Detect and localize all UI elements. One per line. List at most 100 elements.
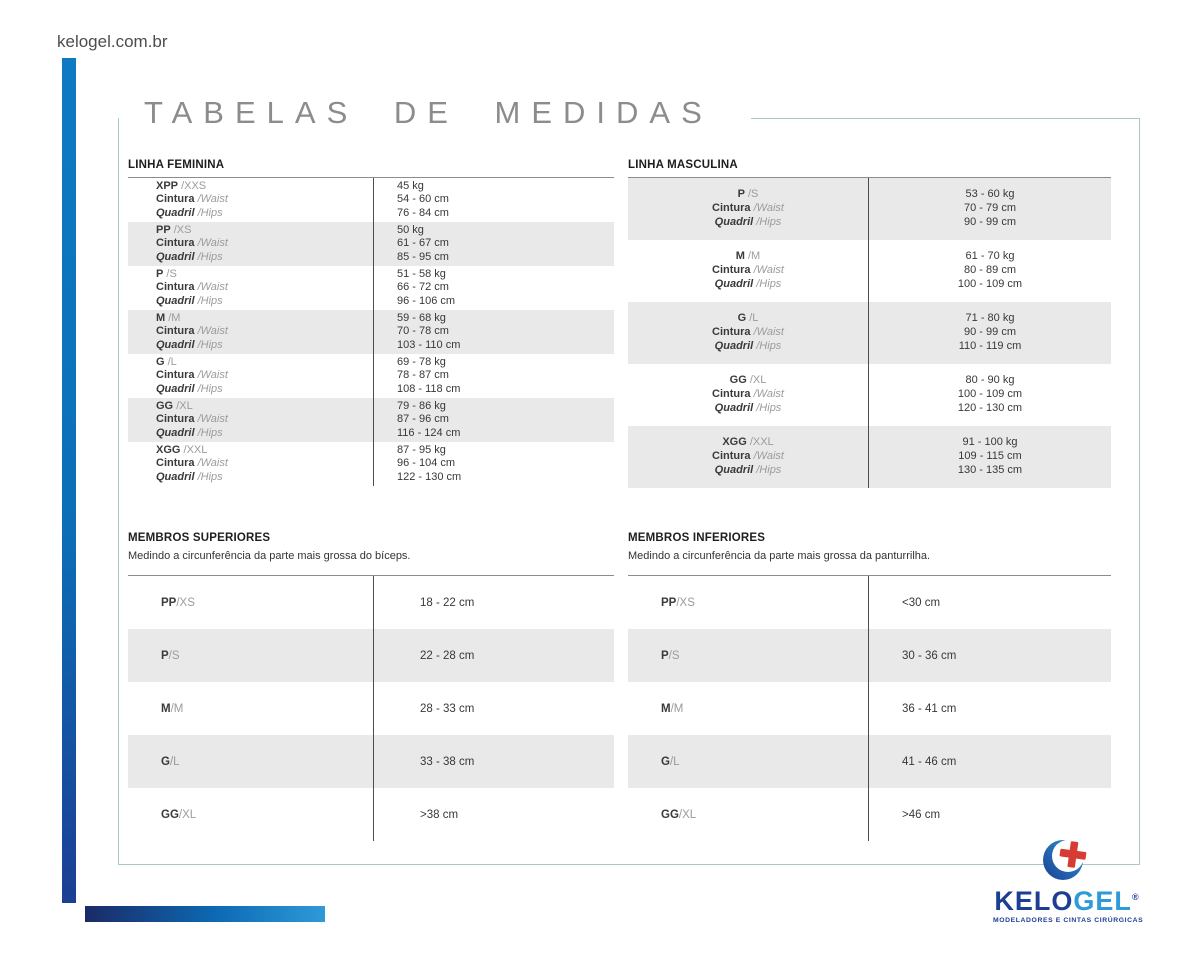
measure-value-cell: 33 - 38 cm xyxy=(373,735,614,788)
hips-label-en: /Hips xyxy=(756,215,782,228)
waist-label-pt: Cintura xyxy=(156,193,195,206)
measure-value-cell: 28 - 33 cm xyxy=(373,682,614,735)
size-value-cell: 53 - 60 kg 70 - 79 cm 90 - 99 cm xyxy=(868,178,1111,240)
hips-label: Quadril /Hips xyxy=(628,340,868,354)
content-frame: TABELAS DE MEDIDAS LINHA FEMININA XPP /X… xyxy=(118,92,1140,865)
measure-size-cell: G /L xyxy=(128,735,373,788)
waist-label-en: /Waist xyxy=(753,264,784,277)
brand-part1: KELO xyxy=(994,886,1074,916)
measure-row: M /M 28 - 33 cm xyxy=(128,682,614,735)
waist-label-en: /Waist xyxy=(753,202,784,215)
brand-wordmark: KELOGEL® xyxy=(993,884,1141,916)
waist-label-en: /Waist xyxy=(753,388,784,401)
waist-label: Cintura /Waist xyxy=(628,450,868,464)
membros-inferiores-table: MEMBROS INFERIORES Medindo a circunferên… xyxy=(628,532,1111,841)
size-label-cell: GG /XL Cintura /Waist Quadril /Hips xyxy=(628,364,868,426)
hips-label-en: /Hips xyxy=(756,339,782,352)
waist-label: Cintura /Waist xyxy=(156,281,373,295)
size-code-pt: XGG xyxy=(722,436,747,449)
size-code-en: /L xyxy=(169,755,180,768)
waist-label-en: /Waist xyxy=(197,193,228,206)
size-label-cell: PP /XS Cintura /Waist Quadril /Hips xyxy=(128,222,373,266)
waist-label-pt: Cintura xyxy=(156,325,195,338)
size-code: XGG /XXL xyxy=(156,444,373,458)
waist-value: 54 - 60 cm xyxy=(397,193,449,206)
left-accent-bar xyxy=(62,58,76,903)
measure-size-cell: P /S xyxy=(628,629,868,682)
hips-label-en: /Hips xyxy=(197,426,223,439)
size-code: M /M xyxy=(156,312,373,326)
size-value-cell: 91 - 100 kg 109 - 115 cm 130 - 135 cm xyxy=(868,426,1111,488)
size-row: G /L Cintura /Waist Quadril /Hips 69 - 78 k… xyxy=(128,354,614,398)
waist-label: Cintura /Waist xyxy=(156,369,373,383)
measure-size-cell: P /S xyxy=(128,629,373,682)
size-row: GG /XL Cintura /Waist Quadril /Hips 79 - 86… xyxy=(128,398,614,442)
size-code-en: /S xyxy=(668,649,680,662)
size-code-en: /S xyxy=(168,649,180,662)
size-code-en: /L xyxy=(749,312,759,325)
hips-value: 116 - 124 cm xyxy=(397,426,461,439)
measure-size-cell: PP /XS xyxy=(128,576,373,629)
hips-label-en: /Hips xyxy=(197,294,223,307)
waist-value: 87 - 96 cm xyxy=(397,413,449,426)
weight-value: 91 - 100 kg xyxy=(962,436,1018,449)
size-row: XGG /XXL Cintura /Waist Quadril /Hips 91 - … xyxy=(628,426,1111,488)
waist-label-pt: Cintura xyxy=(156,457,195,470)
size-value-cell: 80 - 90 kg 100 - 109 cm 120 - 130 cm xyxy=(868,364,1111,426)
size-code-pt: M xyxy=(156,311,166,324)
size-label-cell: GG /XL Cintura /Waist Quadril /Hips xyxy=(128,398,373,442)
waist-label-pt: Cintura xyxy=(712,450,751,463)
size-row: PP /XS Cintura /Waist Quadril /Hips 50 kg 61… xyxy=(128,222,614,266)
hips-label-en: /Hips xyxy=(197,338,223,351)
site-url: kelogel.com.br xyxy=(57,32,168,51)
measure-size-cell: M /M xyxy=(128,682,373,735)
measure-size-cell: M /M xyxy=(628,682,868,735)
size-code-en: /XS xyxy=(173,223,192,236)
size-value-cell: 59 - 68 kg 70 - 78 cm 103 - 110 cm xyxy=(373,310,614,354)
size-code-pt: PP xyxy=(156,223,171,236)
waist-label-pt: Cintura xyxy=(712,326,751,339)
hips-label: Quadril /Hips xyxy=(156,471,373,485)
waist-value: 61 - 67 cm xyxy=(397,237,449,250)
hips-value: 122 - 130 cm xyxy=(397,470,462,483)
size-label-cell: M /M Cintura /Waist Quadril /Hips xyxy=(628,240,868,302)
size-label-cell: XGG /XXL Cintura /Waist Quadril /Hips xyxy=(128,442,373,486)
size-code-pt: P xyxy=(661,649,669,662)
linha-feminina-rows: XPP /XXS Cintura /Waist Quadril /Hips 45 kg… xyxy=(128,177,614,486)
size-code-pt: G xyxy=(661,755,670,768)
waist-value: 70 - 78 cm xyxy=(397,325,449,338)
size-value-cell: 51 - 58 kg 66 - 72 cm 96 - 106 cm xyxy=(373,266,614,310)
size-label-cell: G /L Cintura /Waist Quadril /Hips xyxy=(628,302,868,364)
weight-value: 87 - 95 kg xyxy=(397,443,446,456)
measure-value-cell: 36 - 41 cm xyxy=(868,682,1111,735)
size-value-cell: 79 - 86 kg 87 - 96 cm 116 - 124 cm xyxy=(373,398,614,442)
linha-masculina-heading: LINHA MASCULINA xyxy=(628,159,738,171)
size-code-en: /XL xyxy=(749,374,767,387)
size-code-en: /XXL xyxy=(183,443,208,456)
size-code-pt: M xyxy=(661,702,671,715)
waist-value: 70 - 79 cm xyxy=(964,202,1016,215)
hips-label-pt: Quadril xyxy=(156,338,195,351)
weight-value: 50 kg xyxy=(397,223,424,236)
hips-label: Quadril /Hips xyxy=(156,339,373,353)
size-code-en: /XL xyxy=(178,808,197,821)
size-code: XPP /XXS xyxy=(156,180,373,194)
hips-label-en: /Hips xyxy=(756,401,782,414)
hips-label: Quadril /Hips xyxy=(628,278,868,292)
size-code-en: /M xyxy=(748,250,761,263)
hips-value: 90 - 99 cm xyxy=(964,215,1016,228)
waist-value: 90 - 99 cm xyxy=(964,326,1016,339)
size-row: M /M Cintura /Waist Quadril /Hips 59 - 68 k… xyxy=(128,310,614,354)
waist-label-en: /Waist xyxy=(753,450,784,463)
waist-label-en: /Waist xyxy=(197,325,228,338)
measure-value-cell: 22 - 28 cm xyxy=(373,629,614,682)
size-code-pt: PP xyxy=(161,596,177,609)
weight-value: 71 - 80 kg xyxy=(965,312,1015,325)
size-label-cell: P /S Cintura /Waist Quadril /Hips xyxy=(128,266,373,310)
waist-value: 66 - 72 cm xyxy=(397,281,449,294)
hips-label: Quadril /Hips xyxy=(156,207,373,221)
waist-label: Cintura /Waist xyxy=(156,457,373,471)
measure-size-cell: PP /XS xyxy=(628,576,868,629)
measure-row: GG /XL >46 cm xyxy=(628,788,1111,841)
